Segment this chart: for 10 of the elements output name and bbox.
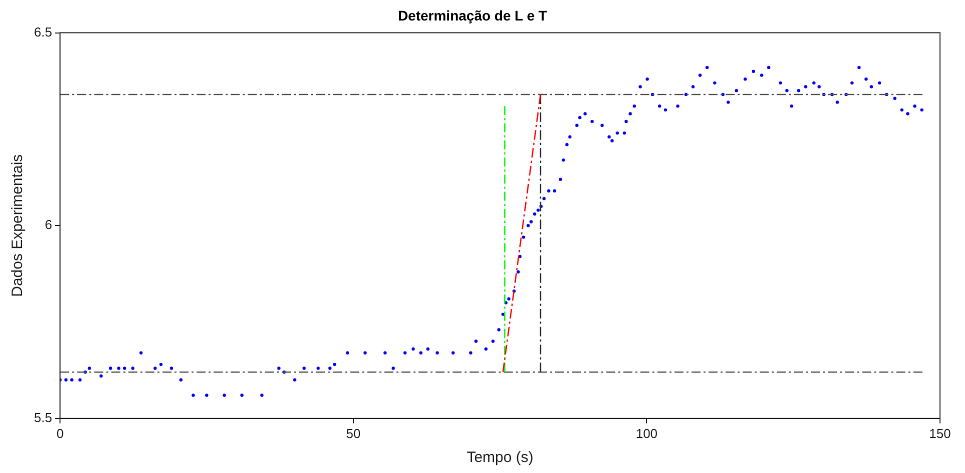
y-tick-label: 6.5	[34, 24, 52, 40]
x-tick-label: 100	[636, 426, 658, 441]
x-tick-label: 50	[346, 426, 361, 441]
x-axis-title: Tempo (s)	[466, 449, 534, 466]
y-tick-label: 6	[44, 217, 52, 232]
y-axis-title: Dados Experimentais	[9, 154, 26, 297]
x-tick-label: 150	[929, 426, 951, 441]
x-tick-label: 0	[56, 426, 64, 441]
y-tick-label: 5.5	[34, 410, 52, 425]
chart-title: Determinação de L e T	[398, 7, 548, 24]
